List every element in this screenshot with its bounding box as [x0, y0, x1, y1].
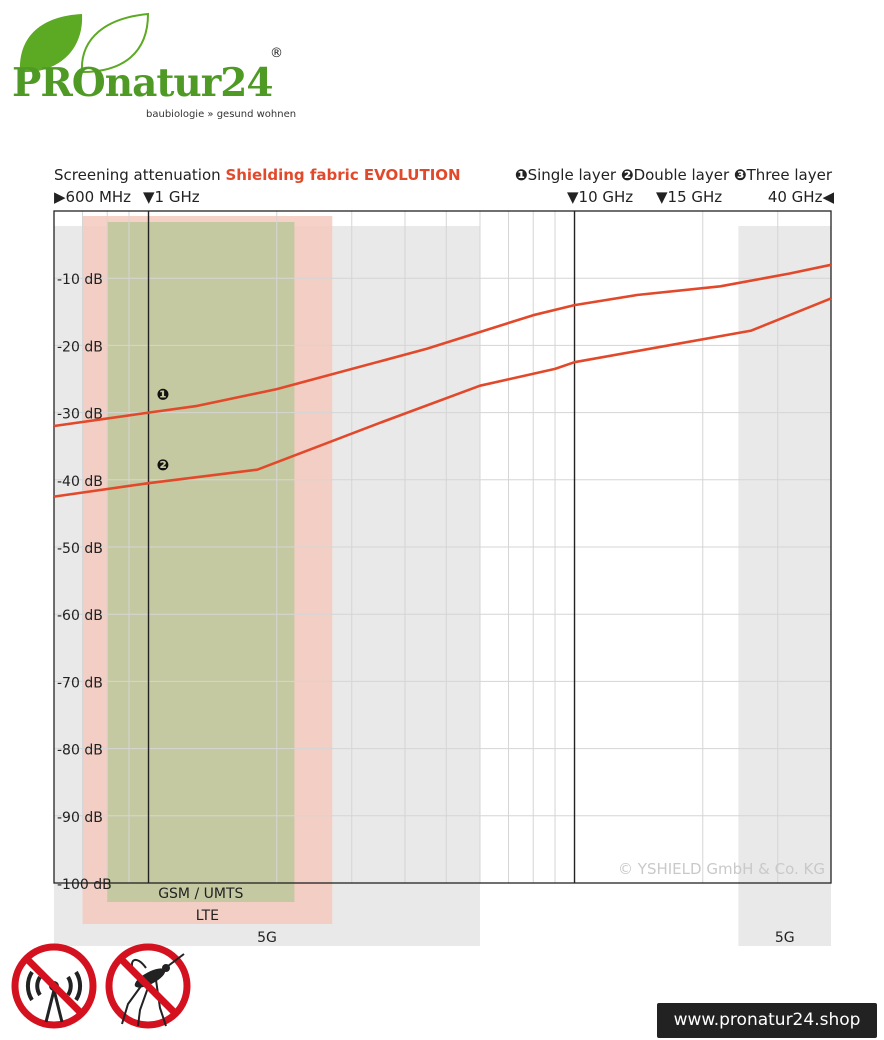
shop-url[interactable]: www.pronatur24.shop [657, 1003, 877, 1038]
freq-label: 600 MHz [65, 188, 132, 206]
series-marker-2: ❷ [157, 456, 170, 474]
freq-marker-600mhz: ▶600 MHz [54, 188, 131, 206]
y-tick-label: -30 dB [57, 407, 103, 423]
freq-marker-15ghz: ▼15 GHz [656, 188, 722, 206]
y-tick-label: -100 dB [57, 877, 112, 893]
y-tick-label: -20 dB [57, 339, 103, 355]
chart-title: Screening attenuation Shielding fabric E… [54, 166, 461, 184]
arrow-down-icon: ▼ [143, 188, 155, 206]
y-tick-label: -60 dB [57, 608, 103, 624]
legend-label-2: Double layer [633, 166, 730, 184]
legend-marker-3: ❸ [733, 166, 747, 184]
chart-title-highlight: Shielding fabric EVOLUTION [225, 166, 461, 184]
series-line-1 [53, 263, 832, 428]
band-3 [738, 226, 831, 946]
freq-label: 40 GHz [767, 188, 823, 206]
brand-tagline: baubiologie » gesund wohnen [146, 109, 297, 120]
series-marker-1: ❶ [157, 386, 170, 404]
band-label-3: 5G [775, 930, 795, 946]
y-tick-label: -70 dB [57, 675, 103, 691]
freq-label: 15 GHz [667, 188, 723, 206]
band-0 [107, 222, 295, 902]
freq-marker-10ghz: ▼10 GHz [567, 188, 633, 206]
freq-label: 1 GHz [154, 188, 200, 206]
leaf-icon [19, 12, 150, 74]
y-tick-label: -10 dB [57, 272, 103, 288]
legend-label-3: Three layer [746, 166, 832, 184]
y-tick-label: -50 dB [57, 541, 103, 557]
band-label-2: 5G [257, 930, 277, 946]
legend-label-1: Single layer [527, 166, 617, 184]
freq-marker-40ghz: 40 GHz◀ [768, 188, 834, 206]
freq-marker-1ghz: ▼1 GHz [143, 188, 200, 206]
legend-marker-1: ❶ [514, 166, 528, 184]
copyright: © YSHIELD GmbH & Co. KG [618, 860, 825, 878]
y-tick-label: -80 dB [57, 743, 103, 759]
arrow-right-icon: ▶ [54, 188, 66, 206]
arrow-down-icon: ▼ [567, 188, 579, 206]
brand-name: PROnatur24 [12, 60, 274, 106]
freq-label: 10 GHz [578, 188, 634, 206]
plot-frame [53, 210, 832, 884]
series-line-2 [53, 297, 832, 498]
band-label-1: LTE [196, 908, 219, 924]
legend-marker-2: ❷ [620, 166, 634, 184]
registered-mark: ® [270, 46, 283, 61]
arrow-down-icon: ▼ [656, 188, 668, 206]
arrow-left-icon: ◀ [822, 188, 834, 206]
y-tick-label: -90 dB [57, 810, 103, 826]
legend: ❶Single layer ❷Double layer ❸Three layer [515, 166, 832, 184]
band-label-0: GSM / UMTS [158, 886, 243, 902]
no-mosquito-icon [105, 943, 191, 1029]
y-tick-label: -40 dB [57, 474, 103, 490]
chart-title-prefix: Screening attenuation [54, 166, 226, 184]
no-radiation-icon [11, 943, 97, 1029]
